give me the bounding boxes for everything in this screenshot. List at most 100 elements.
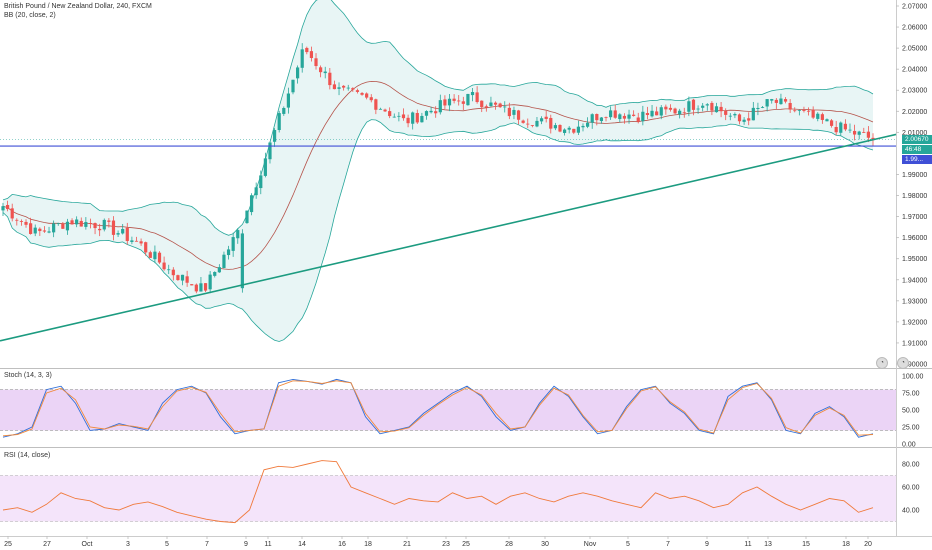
candle-body bbox=[254, 187, 258, 196]
candle-body bbox=[79, 220, 83, 227]
settings-clock-icon[interactable]: ◔ bbox=[897, 357, 909, 369]
candle-body bbox=[457, 100, 461, 102]
x-tick-label: 13 bbox=[764, 541, 772, 548]
bb-lower-band bbox=[2, 119, 874, 342]
candle-body bbox=[15, 219, 19, 221]
candle-body bbox=[378, 108, 383, 110]
candle-body bbox=[134, 240, 139, 242]
candle-body bbox=[434, 111, 438, 114]
candle-body bbox=[788, 102, 792, 110]
candle-body bbox=[236, 230, 240, 239]
x-tick-label: 25 bbox=[4, 541, 12, 548]
candle-body bbox=[388, 111, 392, 117]
x-tick-label: 20 bbox=[864, 541, 872, 548]
x-tick-label: 7 bbox=[666, 541, 670, 548]
candle-body bbox=[503, 106, 507, 108]
candle-body bbox=[342, 85, 346, 88]
stoch-y-tick-label: 100.00 bbox=[902, 374, 924, 381]
candle-body bbox=[180, 274, 185, 281]
candle-body bbox=[641, 111, 645, 122]
candle-body bbox=[622, 115, 627, 119]
candle-body bbox=[599, 117, 604, 122]
bb-indicator-label: BB (20, close, 2) bbox=[4, 12, 56, 19]
candle-body bbox=[374, 99, 378, 110]
candle-body bbox=[429, 110, 433, 113]
candle-body bbox=[742, 119, 746, 122]
y-tick-label: 1.93000 bbox=[902, 298, 927, 305]
candle-body bbox=[714, 106, 719, 113]
candle-body bbox=[291, 79, 295, 93]
candle-body bbox=[636, 117, 640, 122]
candle-body bbox=[309, 51, 314, 59]
bb-fill-area bbox=[3, 0, 873, 342]
y-tick-label: 1.98000 bbox=[902, 193, 927, 200]
candle-body bbox=[466, 93, 470, 106]
stoch-y-tick-label: 0.00 bbox=[902, 442, 916, 449]
stoch-y-tick-label: 75.00 bbox=[902, 391, 920, 398]
x-tick-label: 9 bbox=[705, 541, 709, 548]
x-tick-label: 5 bbox=[165, 541, 169, 548]
candle-body bbox=[493, 102, 498, 105]
candle-body bbox=[645, 113, 650, 116]
candle-body bbox=[148, 252, 152, 258]
candle-body bbox=[98, 228, 102, 231]
rsi-y-tick-label: 80.00 bbox=[902, 462, 920, 469]
candle-body bbox=[42, 230, 47, 232]
candle-body bbox=[392, 116, 396, 118]
y-tick-label: 1.91000 bbox=[902, 340, 927, 347]
x-tick-label: Oct bbox=[82, 541, 93, 548]
candle-body bbox=[544, 116, 548, 119]
candle-body bbox=[47, 231, 51, 233]
y-tick-label: 2.01000 bbox=[902, 130, 927, 137]
candle-body bbox=[424, 111, 429, 116]
candle-body bbox=[848, 129, 852, 131]
candle-body bbox=[61, 223, 65, 229]
candle-body bbox=[70, 220, 74, 225]
candle-body bbox=[793, 110, 797, 112]
candle-body bbox=[857, 131, 861, 135]
candle-body bbox=[369, 97, 373, 101]
y-tick-label: 1.95000 bbox=[902, 256, 927, 263]
candle-body bbox=[199, 283, 203, 292]
candle-body bbox=[38, 228, 42, 232]
candle-body bbox=[162, 262, 166, 270]
candle-body bbox=[65, 221, 70, 231]
x-tick-label: 14 bbox=[298, 541, 306, 548]
candle-body bbox=[305, 47, 309, 53]
candle-body bbox=[632, 114, 636, 116]
candle-body bbox=[107, 220, 111, 222]
y-tick-label: 2.03000 bbox=[902, 88, 927, 95]
candle-body bbox=[705, 104, 709, 106]
candle-body bbox=[843, 123, 847, 130]
candle-body bbox=[595, 113, 599, 121]
stoch-y-tick-label: 25.00 bbox=[902, 425, 920, 432]
candle-body bbox=[567, 127, 571, 130]
y-tick-label: 1.94000 bbox=[902, 277, 927, 284]
x-tick-label: Nov bbox=[584, 541, 597, 548]
candle-body bbox=[33, 227, 37, 234]
candle-body bbox=[549, 117, 553, 129]
candle-body bbox=[194, 284, 198, 292]
candle-body bbox=[420, 115, 424, 123]
y-tick-label: 1.97000 bbox=[902, 214, 927, 221]
candle-body bbox=[397, 115, 401, 117]
candle-body bbox=[10, 208, 14, 219]
candle-body bbox=[286, 93, 290, 108]
x-tick-label: 27 bbox=[43, 541, 51, 548]
candle-body bbox=[314, 58, 318, 67]
candle-body bbox=[411, 112, 415, 124]
alert-clock-icon[interactable]: ◔ bbox=[876, 357, 888, 369]
candle-body bbox=[558, 124, 562, 132]
candle-body bbox=[268, 142, 272, 160]
candle-body bbox=[756, 107, 760, 109]
candle-body bbox=[401, 114, 406, 119]
candle-body bbox=[751, 107, 755, 121]
candle-body bbox=[866, 131, 870, 138]
y-tick-label: 1.99000 bbox=[902, 172, 927, 179]
candle-body bbox=[245, 210, 249, 224]
candle-body bbox=[673, 108, 677, 114]
candle-body bbox=[443, 99, 447, 106]
x-tick-label: 30 bbox=[541, 541, 549, 548]
